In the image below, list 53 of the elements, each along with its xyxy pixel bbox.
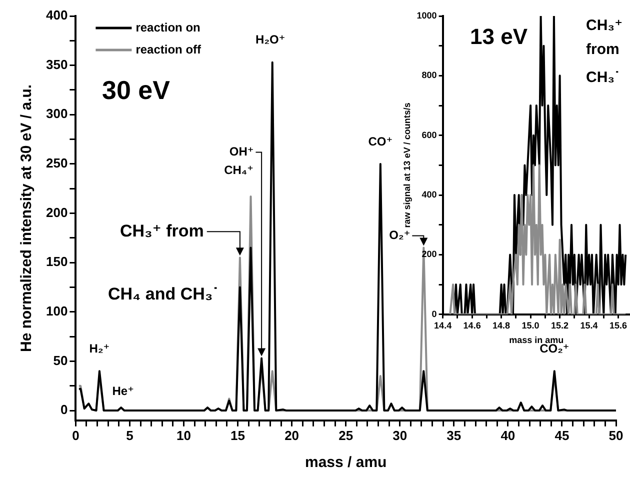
y-tick-label: 200 bbox=[46, 204, 68, 220]
x-tick-label: 14.4 bbox=[434, 320, 452, 330]
y-axis-title: He normalized intensity at 30 eV / a.u. bbox=[18, 84, 36, 352]
annotation: CH₃˙ bbox=[586, 69, 620, 86]
y-tick-label: 50 bbox=[53, 352, 68, 368]
x-tick-label: 50 bbox=[608, 428, 624, 443]
y-tick-label: 100 bbox=[46, 303, 68, 318]
annotation: O₂⁺ bbox=[389, 228, 410, 242]
annotation: CH₄⁺ bbox=[224, 162, 254, 177]
legend-label: reaction off bbox=[136, 42, 202, 56]
annotation: OH⁺ bbox=[229, 144, 254, 159]
y-axis-title: raw signal at 13 eV / counts/s bbox=[402, 102, 412, 228]
x-axis-title: mass / amu bbox=[304, 454, 387, 472]
y-tick-label: 600 bbox=[422, 130, 437, 140]
y-tick-label: 200 bbox=[422, 249, 437, 260]
y-tick-label: 0 bbox=[60, 402, 68, 418]
y-tick-label: 800 bbox=[422, 70, 437, 80]
annotation: CO⁺ bbox=[368, 134, 393, 148]
y-tick-label: 400 bbox=[422, 190, 437, 200]
y-tick-label: 350 bbox=[46, 56, 68, 72]
annotation: H₂⁺ bbox=[89, 341, 110, 356]
annotation: from bbox=[586, 41, 620, 58]
y-tick-label: 300 bbox=[46, 106, 68, 122]
annotation: CH₄ and CH₃˙ bbox=[108, 284, 218, 304]
y-tick-label: 1000 bbox=[416, 10, 437, 20]
x-tick-label: 45 bbox=[554, 428, 570, 443]
y-tick-label: 400 bbox=[46, 8, 68, 23]
annotation: CH₃⁺ from bbox=[120, 221, 204, 240]
y-tick-label: 0 bbox=[432, 308, 437, 319]
x-tick-label: 15.6 bbox=[610, 320, 628, 330]
annotation: He⁺ bbox=[112, 384, 134, 398]
x-tick-label: 20 bbox=[284, 428, 300, 443]
annotation: 30 eV bbox=[102, 75, 171, 106]
x-tick-label: 0 bbox=[72, 428, 80, 443]
x-tick-label: 25 bbox=[338, 428, 354, 443]
x-tick-label: 14.6 bbox=[463, 320, 481, 330]
annotation: CH₃⁺ bbox=[586, 17, 623, 34]
y-tick-label: 150 bbox=[46, 254, 68, 270]
legend-label: reaction on bbox=[136, 20, 200, 34]
x-tick-label: 14.8 bbox=[492, 320, 510, 330]
y-tick-label: 250 bbox=[46, 156, 68, 171]
annotation: H₂O⁺ bbox=[256, 32, 286, 47]
x-tick-label: 15.0 bbox=[522, 320, 540, 330]
x-tick-label: 30 bbox=[392, 428, 408, 443]
x-tick-label: 15.4 bbox=[580, 320, 598, 330]
x-tick-label: 10 bbox=[176, 428, 191, 443]
x-tick-label: 5 bbox=[126, 428, 134, 443]
x-tick-label: 40 bbox=[500, 428, 516, 443]
x-tick-label: 15 bbox=[230, 428, 246, 443]
x-axis-title: mass in amu bbox=[509, 335, 564, 346]
annotation: 13 eV bbox=[470, 24, 528, 50]
x-tick-label: 35 bbox=[446, 428, 462, 443]
x-tick-label: 15.2 bbox=[551, 320, 569, 330]
